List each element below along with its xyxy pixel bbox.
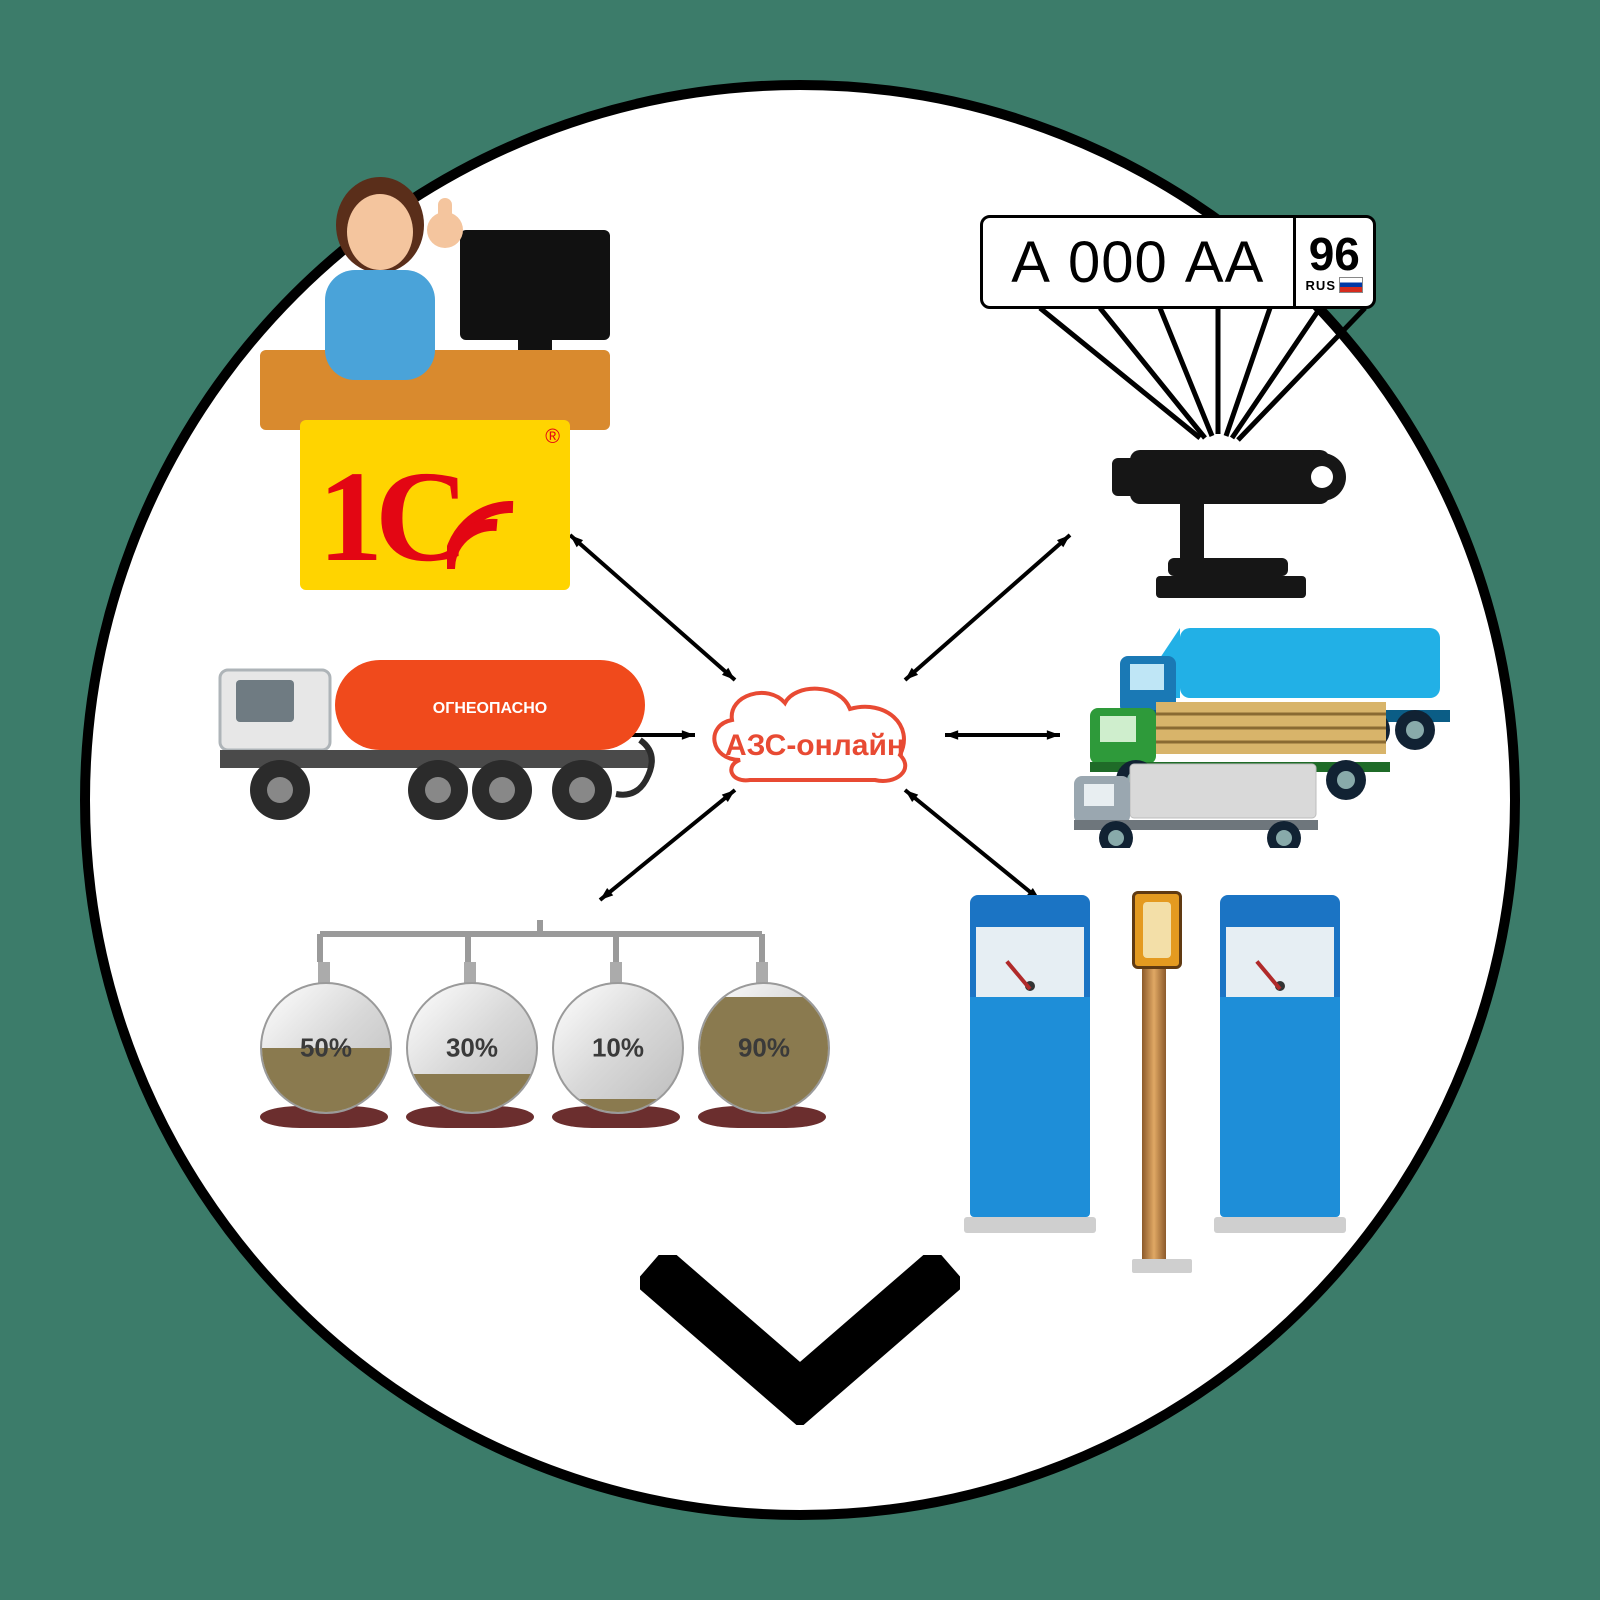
fleet-trucks-icon [1060, 618, 1460, 848]
tank-percent-label: 90% [738, 1033, 790, 1064]
tank-percent-label: 30% [446, 1033, 498, 1064]
tank-percent-label: 50% [300, 1033, 352, 1064]
node-operator-1c: ® 1C [260, 200, 640, 600]
storage-tank: 30% [406, 962, 534, 1128]
onec-registered: ® [545, 426, 560, 449]
node-fuel-pumps [970, 895, 1400, 1275]
tank-percent-label: 10% [592, 1033, 644, 1064]
monitor-icon [460, 230, 610, 340]
onec-text: 1C [318, 452, 461, 582]
storage-tank: 90% [698, 962, 826, 1128]
license-plate: А 000 АА 96 RUS [980, 215, 1376, 309]
russia-flag-icon [1339, 277, 1363, 293]
plate-main-text: А 000 АА [983, 218, 1293, 306]
tank-row: 50% 30% 10% 90% [260, 962, 826, 1128]
plate-region: 96 [1309, 231, 1360, 277]
fuel-pump-left-icon [970, 895, 1090, 1233]
chevron-down-icon [640, 1255, 960, 1425]
diagram-stage: АЗС-онлайн ® 1C [0, 0, 1600, 1600]
fuel-pole-icon [1132, 891, 1176, 1273]
node-plate-camera: А 000 АА 96 RUS [980, 210, 1400, 590]
node-storage-tanks: 50% 30% 10% 90% [260, 920, 860, 1160]
onec-logo: ® 1C [300, 420, 570, 590]
onec-arc-icon [447, 497, 517, 572]
storage-tank: 50% [260, 962, 388, 1128]
node-fleet [1060, 618, 1460, 848]
tanker-warning-label: ОГНЕОПАСНО [433, 700, 547, 717]
plate-rus-label: RUS [1306, 278, 1336, 293]
camera-icon [1060, 410, 1360, 610]
tanker-truck-icon: ОГНЕОПАСНО [210, 640, 660, 840]
operator-person-icon [270, 170, 470, 390]
storage-tank: 10% [552, 962, 680, 1128]
cloud-center: АЗС-онлайн [690, 665, 950, 805]
node-tanker-truck: ОГНЕОПАСНО [210, 640, 660, 840]
fuel-pump-right-icon [1220, 895, 1340, 1233]
cloud-label: АЗС-онлайн [725, 729, 905, 762]
